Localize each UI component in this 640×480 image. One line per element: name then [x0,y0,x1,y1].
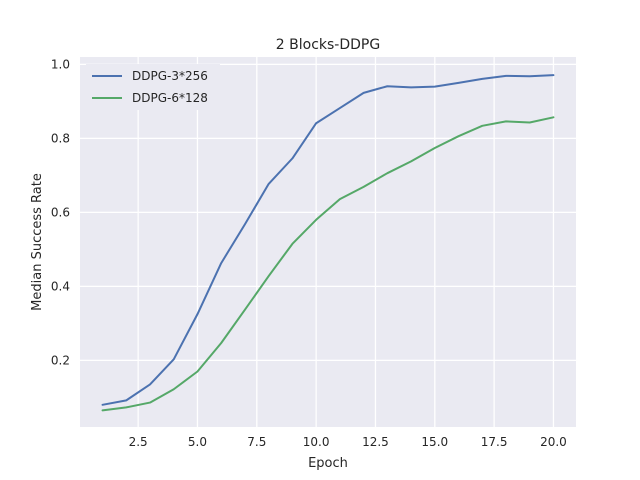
y-tick-label: 0.8 [51,131,70,145]
y-axis-title: Median Success Rate [30,173,45,311]
x-tick-label: 20.0 [540,435,567,449]
legend-label: DDPG-6*128 [132,91,208,105]
legend-label: DDPG-3*256 [132,69,208,83]
y-tick-label: 1.0 [51,57,70,71]
series-line-1 [101,74,555,406]
y-tick-labels: 0.2 0.4 0.6 0.8 1.0 [51,57,70,367]
x-tick-label: 7.5 [247,435,266,449]
x-tick-label: 10.0 [303,435,330,449]
x-tick-label: 5.0 [188,435,207,449]
y-tick-label: 0.6 [51,205,70,219]
x-axis-title: Epoch [308,456,348,471]
x-tick-labels: 2.5 5.0 7.5 10.0 12.5 15.0 17.5 20.0 [129,435,567,449]
grid-lines [80,57,576,427]
x-tick-label: 12.5 [362,435,389,449]
series-layer [101,74,555,412]
x-tick-label: 17.5 [481,435,508,449]
x-tick-label: 2.5 [129,435,148,449]
x-tick-label: 15.0 [421,435,448,449]
series-line-2 [101,116,555,412]
y-tick-label: 0.4 [51,279,70,293]
legend-box [86,64,220,110]
y-tick-label: 0.2 [51,353,70,367]
plot-area [80,57,576,427]
legend: DDPG-3*256 DDPG-6*128 [86,64,220,110]
chart-title: 2 Blocks-DDPG [276,37,380,53]
